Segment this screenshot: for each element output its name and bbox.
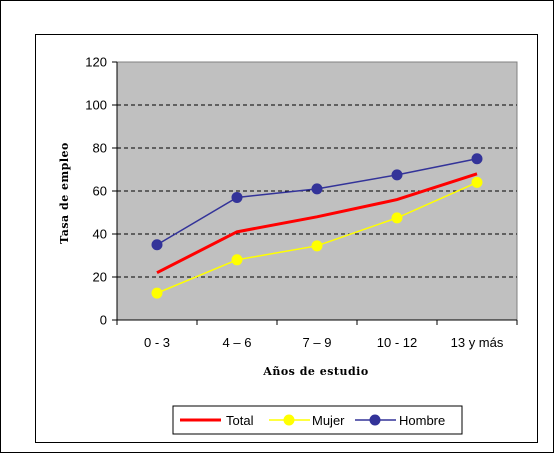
x-axis-title: Años de estudio [262,365,368,378]
data-point-hombre [391,169,403,181]
y-tick-label: 60 [93,184,107,199]
axes-layer: 0 20 40 60 80 100 120 0 - 3 4 – 6 7 – 9 10 - 12 13 … [85,55,518,350]
y-axis-title: Tasa de empleo [58,142,71,244]
data-point-mujer [151,287,163,299]
data-point-hombre [471,153,483,165]
y-tick-label: 40 [93,227,107,242]
legend-marker-hombre [369,414,381,426]
y-tick-label: 80 [93,141,107,156]
legend-marker-mujer [283,414,295,426]
legend-label-hombre: Hombre [399,413,445,428]
series-line-total [156,172,478,275]
legend-label-total: Total [226,413,254,428]
data-point-mujer [471,176,483,188]
x-tick-label: 0 - 3 [144,335,170,350]
y-tick-label: 120 [85,55,107,70]
data-point-hombre [231,191,243,203]
data-point-hombre [311,183,323,195]
y-tick-label: 0 [100,313,107,328]
legend: Total Mujer Hombre [172,405,463,435]
data-point-hombre [151,239,163,251]
x-tick-label: 13 y más [451,335,504,350]
legend-box [172,405,463,435]
y-tick-label: 100 [85,98,107,113]
y-tick-label: 20 [93,270,107,285]
legend-label-mujer: Mujer [312,413,345,428]
data-point-mujer [391,212,403,224]
x-tick-label: 10 - 12 [377,335,417,350]
data-point-mujer [231,254,243,266]
data-point-mujer [311,240,323,252]
x-tick-label: 7 – 9 [303,335,332,350]
x-tick-label: 4 – 6 [223,335,252,350]
plot-layer [116,61,518,321]
